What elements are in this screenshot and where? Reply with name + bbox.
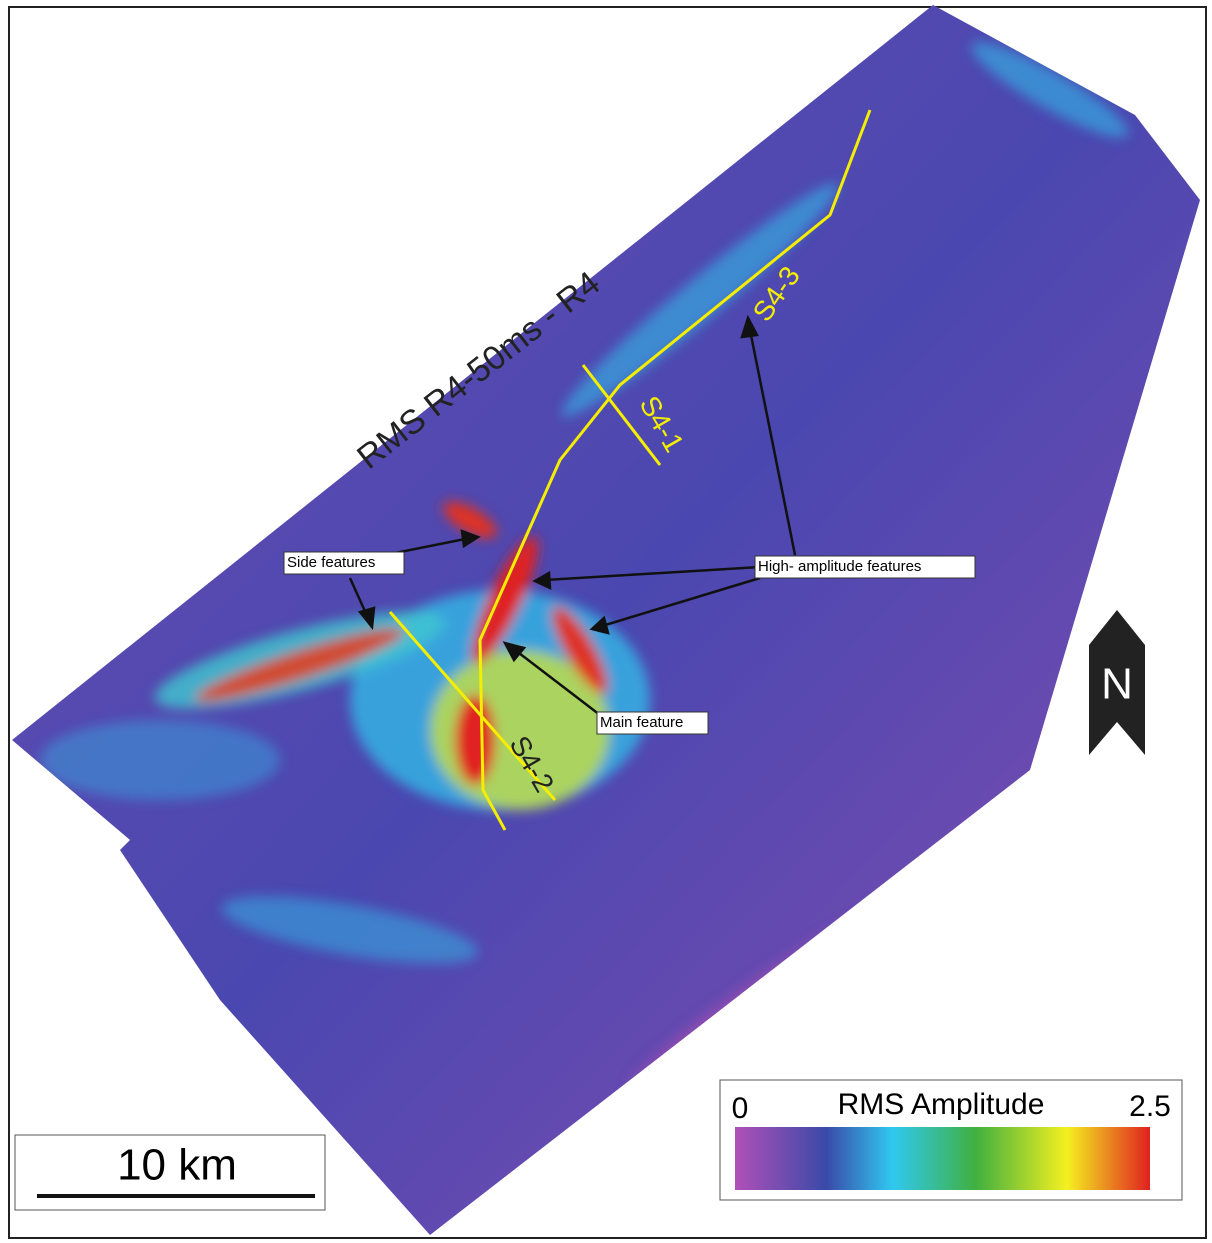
annotation-label: Main feature (600, 714, 683, 731)
annotation-label: Side features (287, 554, 375, 571)
north-label: N (1101, 660, 1133, 709)
legend-max: 2.5 (1129, 1090, 1171, 1123)
survey-area (12, 5, 1200, 1235)
legend-title: RMS Amplitude (838, 1088, 1045, 1121)
legend-min: 0 (732, 1092, 749, 1125)
scale-label: 10 km (117, 1141, 237, 1190)
annotation-label: High- amplitude features (758, 558, 921, 575)
colorbar (735, 1127, 1150, 1190)
map: RMS R4-50ms - R4 S4-3 S4-1 S4-2 Side fea… (0, 0, 1212, 1243)
